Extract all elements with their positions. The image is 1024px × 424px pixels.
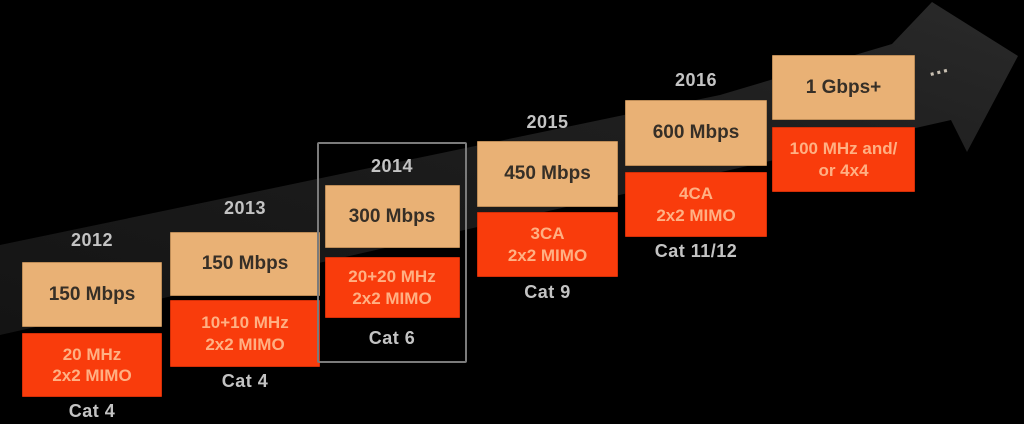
year-label: 2014 [370,156,414,176]
speed-box: 300 Mbps [324,185,460,248]
year-label: 2016 [674,70,718,90]
speed-box: 1 Gbps+ [772,55,915,120]
timeline-group-2012: 2012 150 Mbps 20 MHz 2x2 MIMO Cat 4 [22,230,162,420]
tech-box: 10+10 MHz 2x2 MIMO [170,300,320,367]
year-label: 2012 [70,230,114,250]
category-label: Cat 11/12 [654,241,738,261]
category-label: Cat 4 [68,401,116,421]
tech-box: 20+20 MHz 2x2 MIMO [324,257,460,318]
tech-box: 4CA 2x2 MIMO [625,172,767,237]
timeline-group-2015: 2015 450 Mbps 3CA 2x2 MIMO Cat 9 [477,112,618,301]
timeline-group-2016: 2016 600 Mbps 4CA 2x2 MIMO Cat 11/12 [625,70,767,260]
tech-box: 3CA 2x2 MIMO [477,212,618,277]
timeline-group-future: 1 Gbps+ 100 MHz and/ or 4x4 [772,55,915,192]
timeline-group-2014-frame: 2014 300 Mbps 20+20 MHz 2x2 MIMO Cat 6 [317,142,467,363]
speed-box: 450 Mbps [477,141,618,207]
category-label: Cat 4 [221,371,269,391]
category-label: Cat 6 [368,328,416,348]
year-label: 2013 [223,198,267,218]
timeline-group-2013: 2013 150 Mbps 10+10 MHz 2x2 MIMO Cat 4 [170,198,320,390]
speed-box: 150 Mbps [22,262,162,327]
speed-box: 150 Mbps [170,232,320,296]
category-label: Cat 9 [524,282,571,302]
speed-box: 600 Mbps [625,100,767,166]
tech-box: 100 MHz and/ or 4x4 [772,127,915,192]
year-label: 2015 [526,112,569,132]
tech-box: 20 MHz 2x2 MIMO [22,333,162,397]
